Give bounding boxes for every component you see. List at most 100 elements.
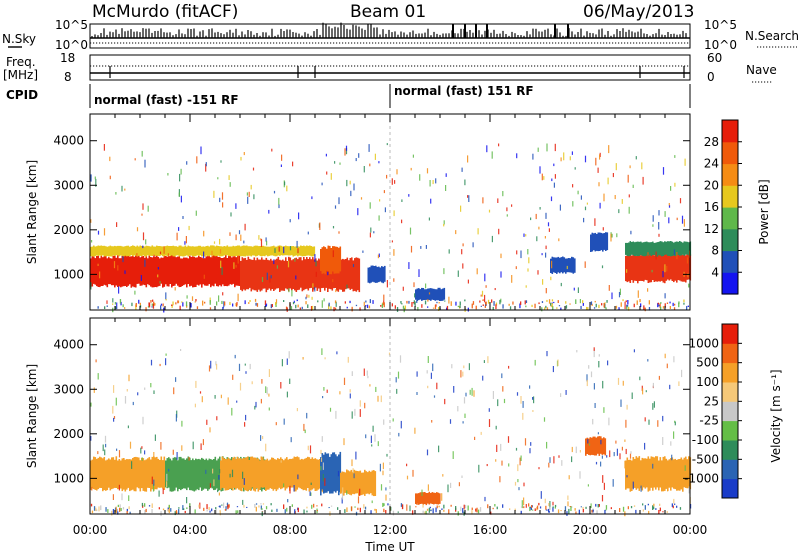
freq-tick-low: 8 — [64, 70, 72, 84]
velocity-heatmap — [90, 436, 692, 506]
colorbar-tick: 1000 — [688, 336, 719, 350]
xaxis-title: Time UT — [364, 540, 415, 554]
freq-panel: Freq. [MHz] 18 8 60 0 Nave — [3, 51, 777, 84]
beam-title: Beam 01 — [350, 2, 426, 22]
cpid-segment-2: normal (fast) 151 RF — [394, 84, 534, 98]
date-title: 06/May/2013 — [583, 2, 695, 22]
echo-region — [550, 256, 576, 274]
nsky-trace — [91, 22, 687, 38]
freq-unit: [MHz] — [3, 68, 38, 82]
colorbar-swatch — [722, 440, 738, 460]
colorbar-swatch — [722, 382, 738, 402]
echo-region — [90, 254, 241, 288]
ytick-label: 4000 — [53, 134, 84, 148]
xtick-label: 08:00 — [273, 523, 308, 537]
power-colorbar-label: Power [dB] — [757, 179, 771, 244]
colorbar-swatch — [722, 120, 738, 143]
power-xaxis — [89, 114, 691, 310]
station-title: McMurdo (fitACF) — [92, 2, 238, 22]
colorbar-tick: -100 — [692, 433, 719, 447]
colorbar-swatch — [722, 459, 738, 480]
colorbar-swatch — [722, 478, 738, 499]
colorbar-tick: -25 — [699, 414, 719, 428]
colorbar-swatch — [722, 362, 738, 383]
nsearch-label: N.Search — [745, 29, 799, 43]
nsky-frame — [89, 23, 691, 49]
freq-label: Freq. — [6, 55, 36, 69]
echo-region — [590, 232, 609, 252]
echo-region — [367, 265, 386, 284]
freq-frame — [89, 54, 691, 81]
xtick-label: 16:00 — [473, 523, 508, 537]
echo-region — [585, 436, 607, 456]
cpid-panel: CPID normal (fast) -151 RF normal (fast)… — [6, 84, 691, 108]
power-speckle — [90, 143, 691, 313]
colorbar-swatch — [722, 420, 738, 441]
colorbar-swatch — [722, 207, 738, 230]
ytick-label: 1000 — [53, 471, 84, 485]
colorbar-swatch — [722, 324, 738, 344]
colorbar-swatch — [722, 163, 738, 186]
colorbar-swatch — [722, 141, 738, 165]
cpid-label: CPID — [6, 88, 38, 102]
power-ylabel: Slant Range [km] — [25, 160, 39, 264]
colorbar-swatch — [722, 343, 738, 364]
echo-region — [240, 256, 361, 293]
echo-region — [415, 491, 441, 506]
colorbar-tick: 16 — [704, 200, 719, 214]
colorbar-swatch — [722, 250, 738, 273]
nsearch-tick-low: 10^0 — [704, 38, 737, 52]
nave-tick-low: 0 — [707, 70, 715, 84]
velocity-xaxis: 00:00 04:00 08:00 12:00 16:00 20:00 00:00 — [73, 318, 708, 537]
nsky-tick-low: 10^0 — [55, 38, 88, 52]
echo-region — [90, 245, 316, 257]
power-panel: 1000 2000 3000 4000 Slant Range [km] 4 8 12 16… — [25, 113, 771, 313]
echo-region — [340, 469, 377, 497]
colorbar-tick: -1000 — [684, 472, 719, 486]
colorbar-tick: 8 — [711, 244, 719, 258]
echo-region — [625, 456, 692, 492]
xtick-label: 00:00 — [73, 523, 108, 537]
velocity-colorbar-label: Velocity [m s⁻¹] — [769, 369, 783, 462]
colorbar-tick: 12 — [704, 222, 719, 236]
cpid-segment-1: normal (fast) -151 RF — [94, 93, 239, 107]
velocity-panel: 1000 2000 3000 4000 00:00 04:00 08:00 12:00 16:… — [25, 317, 783, 554]
nsearch-tick-high: 10^5 — [704, 18, 737, 32]
velocity-colorbar: 1000 500 100 25 -25 -100 -500 -1000 — [684, 323, 742, 499]
xtick-label: 00:00 — [673, 523, 708, 537]
colorbar-tick: 24 — [704, 157, 719, 171]
ytick-label: 4000 — [53, 338, 84, 352]
colorbar-tick: 25 — [704, 394, 719, 408]
power-colorbar: 4 8 12 16 20 24 28 — [704, 119, 742, 295]
colorbar-tick: 500 — [696, 356, 719, 370]
colorbar-swatch — [722, 228, 738, 252]
colorbar-tick: 4 — [711, 265, 719, 279]
velocity-ylabel: Slant Range [km] — [25, 364, 39, 468]
colorbar-swatch — [722, 272, 738, 295]
ytick-label: 3000 — [53, 382, 84, 396]
freq-tick-high: 18 — [60, 51, 75, 65]
ytick-label: 2000 — [53, 223, 84, 237]
xtick-label: 20:00 — [573, 523, 608, 537]
velocity-yaxis: 1000 2000 3000 4000 — [53, 338, 690, 485]
echo-region — [320, 245, 342, 275]
echo-region — [220, 456, 321, 492]
echo-region — [625, 252, 692, 284]
freq-drops — [109, 66, 685, 78]
ytick-label: 2000 — [53, 427, 84, 441]
colorbar-tick: 28 — [704, 135, 719, 149]
power-yaxis: 1000 2000 3000 4000 — [53, 134, 690, 281]
xtick-label: 04:00 — [173, 523, 208, 537]
echo-region — [90, 456, 166, 492]
xtick-label: 12:00 — [373, 523, 408, 537]
nave-tick-high: 60 — [707, 51, 722, 65]
ytick-label: 1000 — [53, 267, 84, 281]
ytick-label: 3000 — [53, 178, 84, 192]
colorbar-swatch — [722, 401, 738, 422]
colorbar-tick: 100 — [696, 375, 719, 389]
colorbar-tick: -500 — [692, 452, 719, 466]
nsky-panel: N.Sky 10^5 10^0 10^5 10^0 N.Search — [2, 18, 799, 52]
nsky-label: N.Sky — [2, 32, 36, 46]
echo-region — [625, 241, 692, 257]
